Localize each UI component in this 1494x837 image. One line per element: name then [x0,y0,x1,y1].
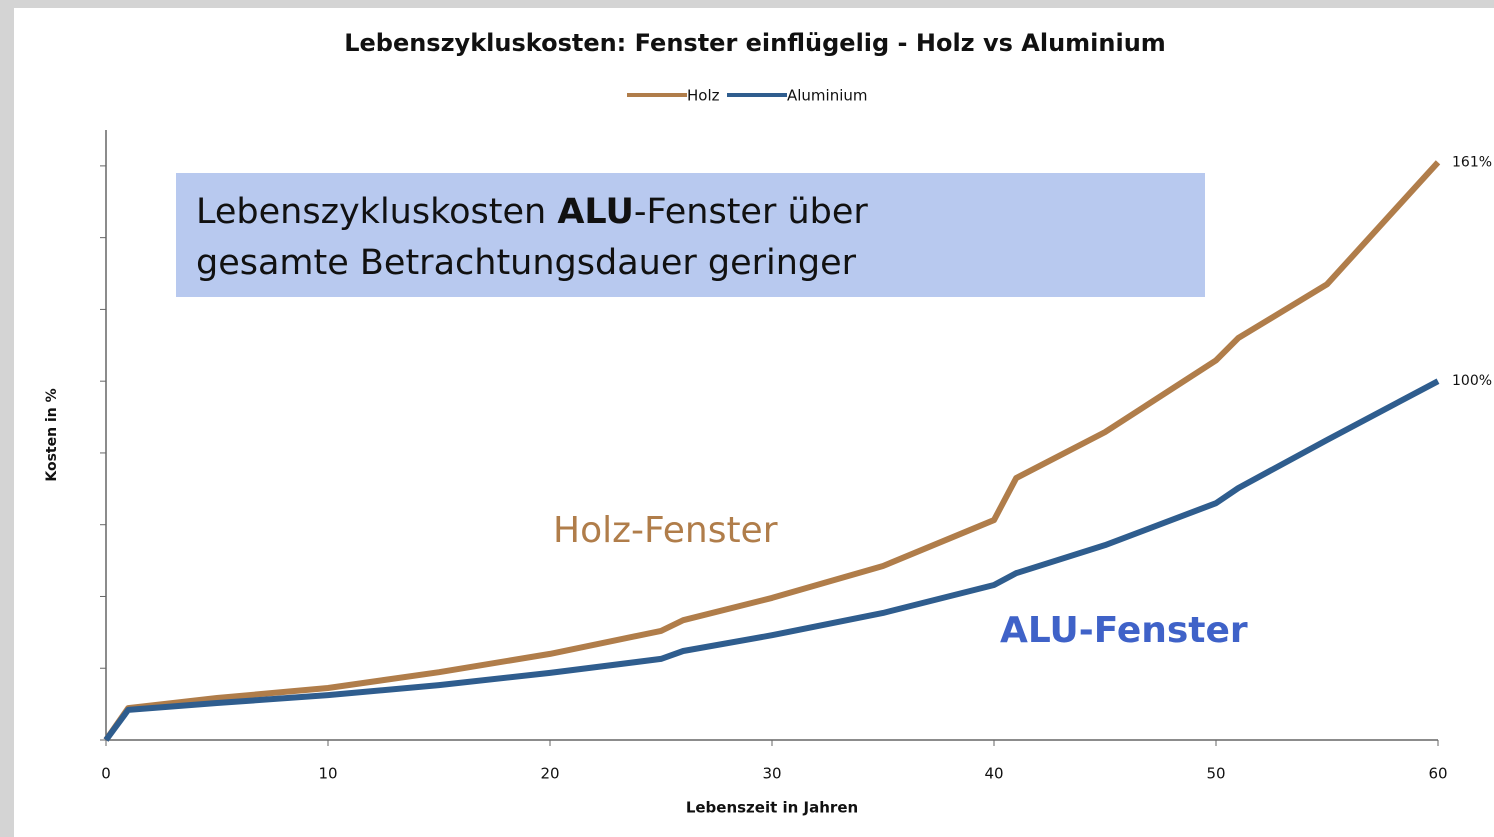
x-tick-label: 60 [1428,765,1447,783]
panel [14,8,1494,837]
x-tick-label: 50 [1206,765,1225,783]
value-label: 100% [1452,373,1492,389]
x-tick-label: 10 [318,765,337,783]
x-tick-label: 20 [540,765,559,783]
y-axis-label: Kosten in % [44,388,60,481]
legend-label: Aluminium [787,87,868,105]
x-tick-label: 40 [984,765,1003,783]
series-line [103,378,1440,742]
series-line [103,160,1441,742]
legend-label: Holz [687,87,720,105]
annotation-part: Lebenszykluskosten [196,192,557,232]
alu-label: ALU-Fenster [1000,610,1248,651]
x-tick-label: 0 [101,765,111,783]
annotation-part: ALU [557,192,634,232]
annotation-box [176,173,1205,297]
annotation-text: Lebenszykluskosten ALU-Fenster über [196,192,868,232]
value-label: 161% [1452,154,1492,170]
annotation-text: gesamte Betrachtungsdauer geringer [196,243,857,283]
x-tick-label: 30 [762,765,781,783]
chart-title: Lebenszykluskosten: Fenster einflügelig … [344,29,1166,57]
holz-label: Holz-Fenster [553,510,778,551]
x-axis-label: Lebenszeit in Jahren [686,799,858,817]
annotation-part: -Fenster über [634,192,869,232]
